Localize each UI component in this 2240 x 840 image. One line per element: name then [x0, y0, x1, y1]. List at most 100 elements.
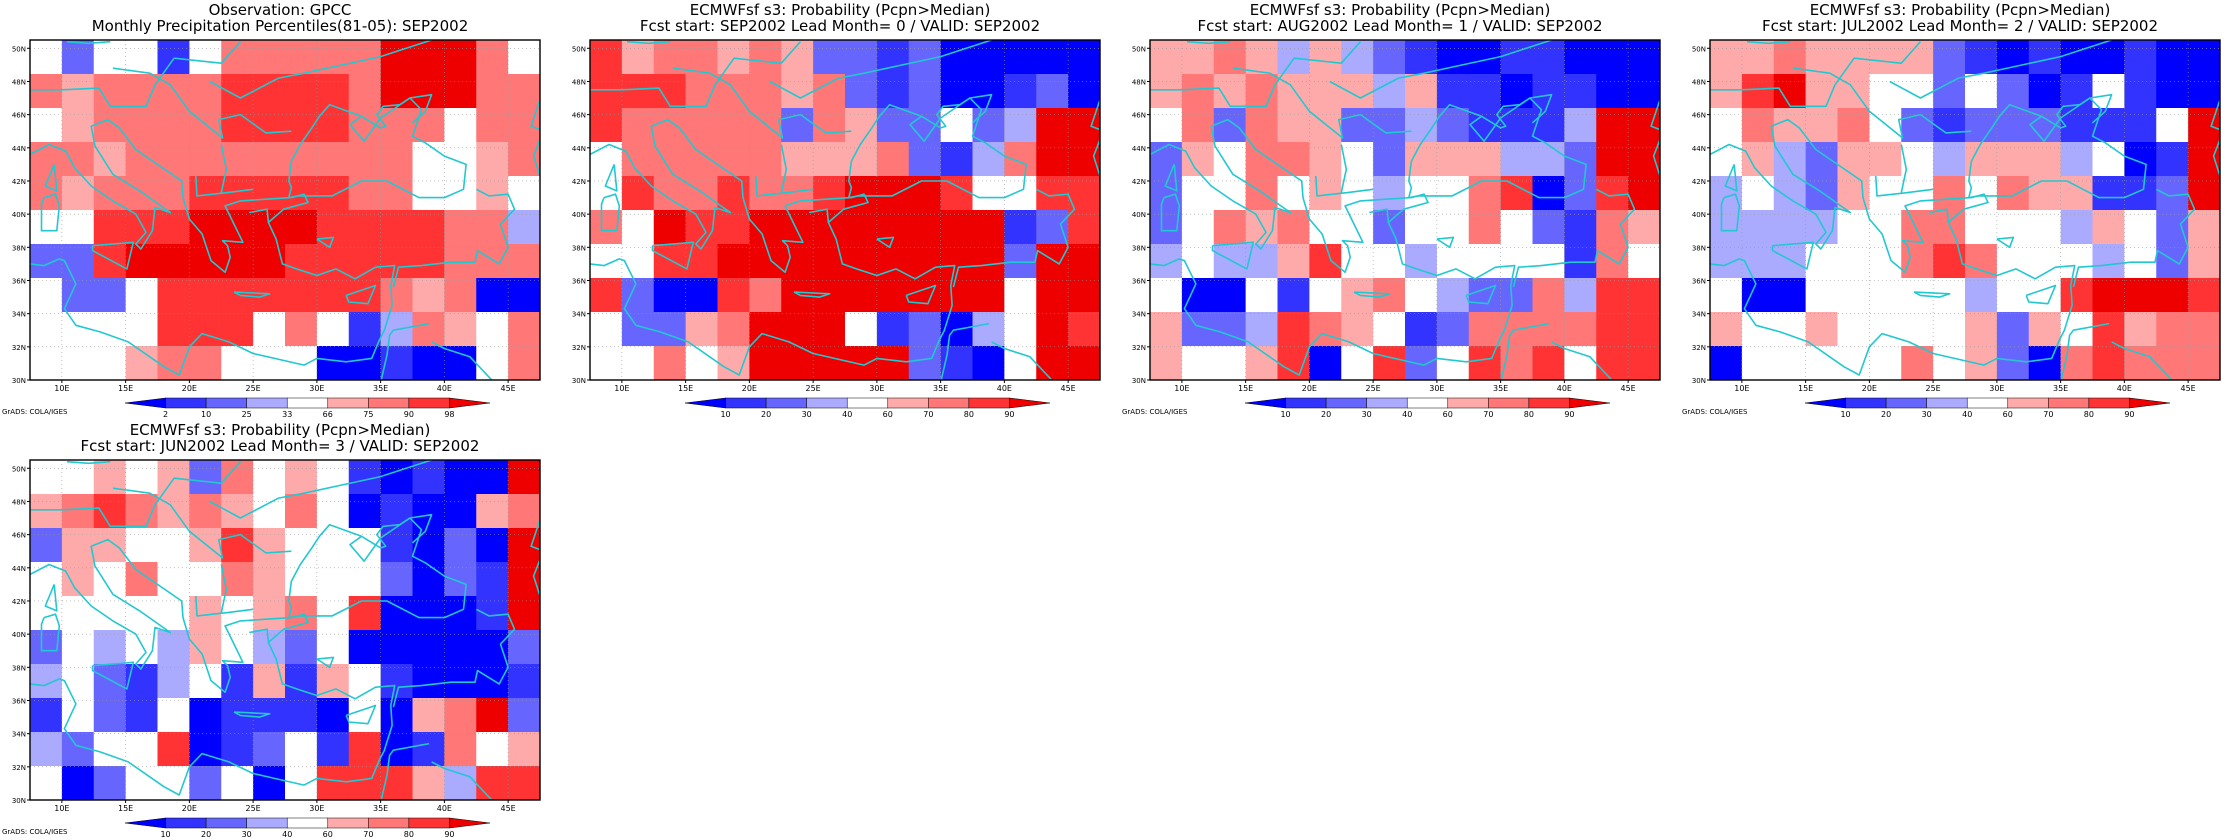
- color-bar-label: 20: [761, 410, 771, 419]
- grid-cell: [1773, 142, 1807, 177]
- color-bar-swatch: [165, 817, 207, 829]
- grid-cell: [845, 108, 878, 143]
- coastline: [905, 284, 937, 305]
- y-tick-label: 42N: [12, 598, 26, 606]
- color-bar-swatch: [449, 817, 491, 829]
- grid-cell: [412, 630, 445, 665]
- grid-cell: [2060, 210, 2094, 245]
- grid-cell: [1933, 74, 1966, 109]
- coastline: [195, 175, 254, 197]
- grid-cell: [2092, 312, 2125, 347]
- x-tick-label: 10E: [614, 384, 629, 393]
- y-tick-label: 40N: [1692, 211, 1706, 219]
- grid-cell: [476, 494, 509, 529]
- grid-cell: [189, 40, 222, 75]
- grid-cell: [380, 562, 414, 597]
- coastline: [1436, 236, 1455, 249]
- x-tick-label: 20E: [182, 384, 197, 393]
- coastline: [1967, 97, 2147, 199]
- grid-cell: [93, 494, 127, 529]
- coastline: [1315, 175, 1374, 197]
- color-bar: 10 20 30 40 60 70 80 90: [124, 817, 491, 839]
- grid-cell: [348, 210, 382, 245]
- grid-cell: [1277, 312, 1310, 347]
- grid-cell: [412, 766, 445, 801]
- grid-cell: [316, 766, 350, 801]
- color-bar: 10 20 30 40 60 70 80 90: [1804, 397, 2171, 419]
- y-tick-label: 36N: [1132, 277, 1146, 285]
- coastline: [1710, 41, 1921, 108]
- grid-cell: [2028, 142, 2062, 177]
- grid-cell: [717, 312, 750, 347]
- y-tick-label: 50N: [12, 45, 26, 53]
- coastline: [921, 93, 993, 129]
- x-tick-label: 45E: [1621, 384, 1636, 393]
- grid-cell: [348, 142, 382, 177]
- grid-cell: [157, 494, 190, 529]
- coastline: [532, 559, 540, 597]
- grid-cell: [1213, 312, 1247, 347]
- grid-cell: [1373, 108, 1406, 143]
- grid-cell: [1436, 142, 1470, 177]
- grid-cell: [93, 142, 127, 177]
- grid-cell: [717, 210, 750, 245]
- color-bar-label: 30: [1362, 410, 1372, 419]
- grid-cell: [813, 108, 846, 143]
- grid-cell: [1245, 312, 1279, 347]
- grid-cell: [1564, 210, 1597, 245]
- color-bar-label: 2: [163, 410, 168, 419]
- grid-cell: [1277, 142, 1310, 177]
- grid-cell: [2156, 142, 2189, 177]
- grid-cell: [1532, 244, 1565, 279]
- grid-cell: [1837, 278, 1870, 313]
- grid-cell: [253, 664, 286, 699]
- y-tick-label: 32N: [12, 344, 26, 352]
- coastline: [233, 711, 271, 718]
- x-tick-label: 30E: [309, 384, 324, 393]
- grid-cell: [1277, 40, 1310, 75]
- grid-cell: [2188, 176, 2221, 211]
- grid-cell: [316, 346, 350, 381]
- grid-cell: [476, 460, 509, 495]
- grid-cell: [412, 108, 445, 143]
- grid-cell: [1036, 74, 1069, 109]
- grid-cell: [813, 346, 846, 381]
- color-bar-swatch: [1325, 397, 1367, 409]
- grid-cell: [125, 108, 159, 143]
- y-tick-label: 44N: [12, 565, 26, 573]
- grid-cell: [508, 346, 541, 381]
- grid-cell: [1245, 108, 1279, 143]
- grid-cell: [1500, 346, 1534, 381]
- probability-map: 10E 15E 20E 25E 30E 35E 40E 45E 50N 48N 46N 44N 42N 4…: [12, 459, 541, 839]
- color-bar-label: 60: [883, 410, 893, 419]
- grid-cell: [1405, 74, 1438, 109]
- grid-cell: [2156, 278, 2189, 313]
- coastline: [209, 40, 432, 99]
- grid-cell: [1837, 346, 1870, 381]
- color-bar-label: 75: [363, 410, 373, 419]
- grid-cell: [972, 312, 1005, 347]
- grid-cell: [2092, 278, 2125, 313]
- coastline: [672, 67, 852, 139]
- color-bar-label: 90: [1004, 410, 1014, 419]
- grid-cell: [1245, 40, 1279, 75]
- grid-cell: [61, 210, 95, 245]
- grid-cell: [1773, 312, 1807, 347]
- grid-cell: [1628, 210, 1661, 245]
- grid-cell: [444, 664, 477, 699]
- grid-cell: [1500, 40, 1534, 75]
- grid-cell: [908, 142, 942, 177]
- grid-cell: [1213, 244, 1247, 279]
- grid-cell: [1373, 142, 1406, 177]
- coastline: [112, 487, 292, 559]
- grid-cell: [380, 630, 414, 665]
- coastline: [392, 608, 516, 708]
- coastline: [392, 188, 516, 288]
- coastline: [1500, 322, 1550, 380]
- coastline: [249, 208, 270, 223]
- y-tick-label: 48N: [12, 78, 26, 86]
- grid-cell: [1564, 176, 1597, 211]
- credit-label: GrADS: COLA/IGES: [1682, 408, 1748, 416]
- grid-cell: [444, 176, 477, 211]
- grid-cell: [1837, 108, 1870, 143]
